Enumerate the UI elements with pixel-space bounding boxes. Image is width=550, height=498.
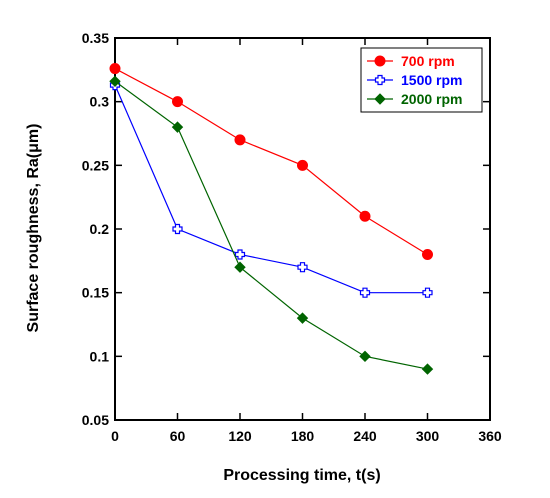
y-tick-label: 0.3	[90, 94, 110, 110]
data-point	[359, 210, 371, 222]
x-tick-label: 60	[170, 428, 186, 444]
data-point	[297, 262, 308, 273]
data-point	[109, 75, 121, 88]
data-point	[359, 350, 371, 363]
series-line	[114, 68, 428, 255]
data-point	[234, 249, 246, 260]
series-line	[114, 80, 428, 370]
series-1	[109, 80, 433, 298]
data-point	[109, 63, 121, 75]
y-tick-label: 0.2	[90, 221, 110, 237]
y-tick-label: 0.35	[82, 30, 109, 46]
legend-marker	[374, 74, 386, 86]
data-point	[297, 159, 308, 171]
legend-label: 1500 rpm	[401, 72, 462, 88]
series-0	[109, 63, 433, 260]
series-layer	[109, 63, 434, 375]
series-2	[109, 75, 434, 375]
data-point	[234, 261, 246, 273]
legend-entry: 1500 rpm	[367, 72, 462, 88]
legend-entry: 2000 rpm	[367, 91, 462, 107]
legend-entry: 700 rpm	[367, 53, 455, 69]
y-tick-label: 0.05	[82, 412, 109, 428]
legend-marker	[374, 55, 386, 67]
y-tick-label: 0.15	[82, 285, 109, 301]
y-axis-title: Surface roughness, Ra(μm)	[25, 124, 42, 333]
data-point	[296, 312, 309, 324]
x-tick-label: 360	[478, 428, 502, 444]
x-tick-label: 300	[416, 428, 440, 444]
x-tick-label: 240	[353, 428, 377, 444]
axis-ticks: 0 60 120 180 240 300 360 0.05 0.1 0.15 0.2 0.25 0.3 0…	[82, 30, 502, 444]
data-point	[359, 287, 371, 298]
data-point	[171, 121, 184, 133]
x-axis-title: Processing time, t(s)	[223, 467, 380, 484]
legend-label: 2000 rpm	[401, 91, 462, 107]
x-tick-label: 120	[228, 428, 252, 444]
legend-marker	[374, 93, 386, 105]
legend: 700 rpm 1500 rpm 2000 rpm	[360, 47, 483, 113]
series-line	[114, 84, 428, 294]
y-tick-label: 0.25	[82, 157, 109, 173]
data-point	[234, 134, 246, 146]
x-tick-label: 0	[111, 428, 119, 444]
data-point	[172, 223, 183, 235]
data-point	[422, 287, 433, 298]
data-point	[421, 363, 434, 375]
x-tick-label: 180	[291, 428, 315, 444]
data-point	[172, 96, 183, 108]
y-tick-label: 0.1	[90, 348, 110, 364]
legend-label: 700 rpm	[401, 53, 455, 69]
data-point	[422, 248, 433, 260]
